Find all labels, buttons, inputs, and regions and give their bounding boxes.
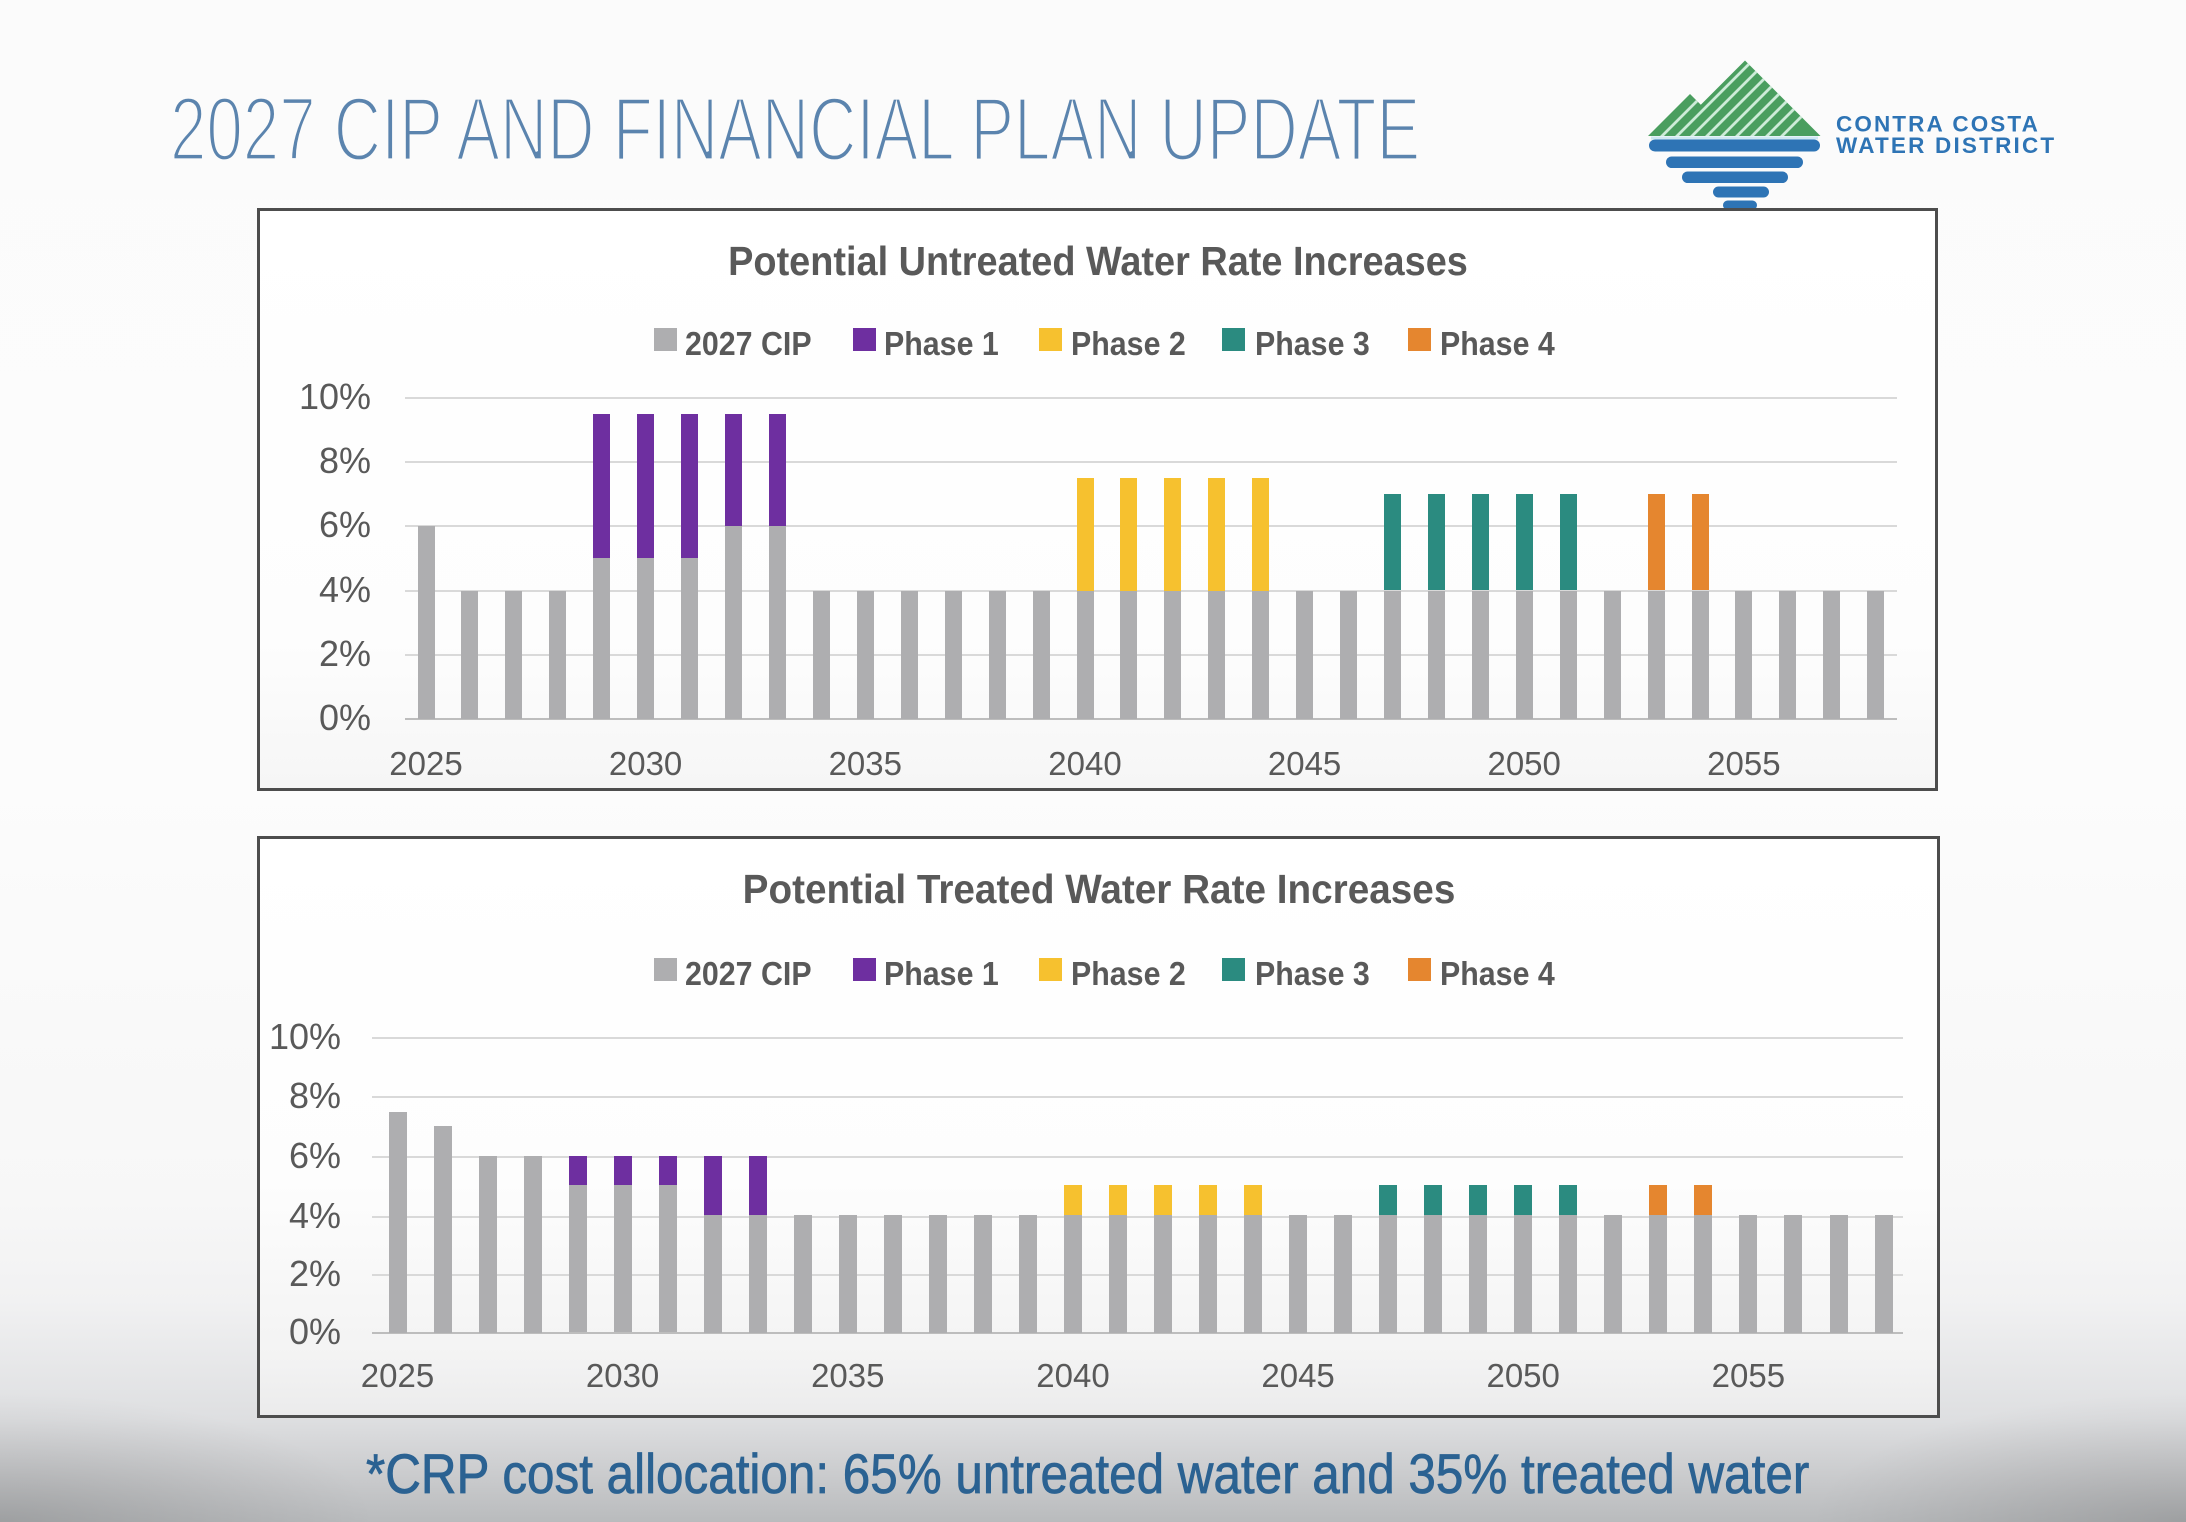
svg-text:CONTRA COSTA: CONTRA COSTA — [1836, 112, 2040, 137]
svg-text:WATER DISTRICT: WATER DISTRICT — [1836, 133, 2056, 158]
